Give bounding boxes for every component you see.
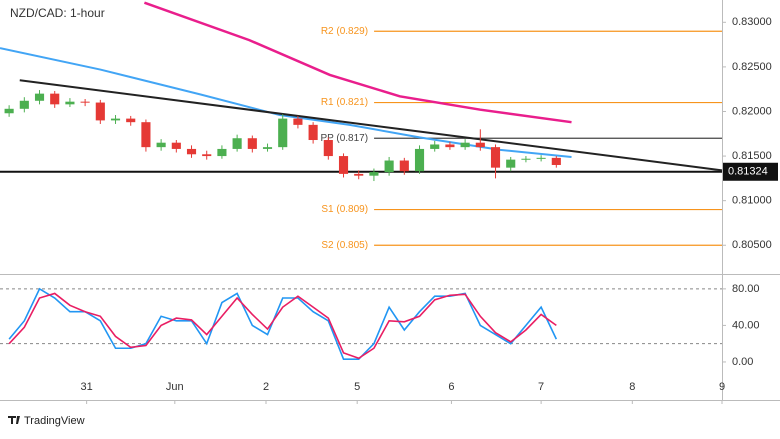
logo: TradingView	[8, 415, 85, 427]
candle-body	[414, 148, 425, 172]
candle-body	[369, 172, 379, 176]
x-tick-label: 31	[81, 381, 93, 393]
candle-body	[80, 101, 90, 103]
trendline	[19, 79, 723, 172]
x-tick-label: 9	[719, 381, 725, 393]
candle-body	[399, 160, 409, 172]
candle-body	[445, 144, 455, 148]
x-tick-label: 8	[629, 381, 635, 393]
pivot-label: S1 (0.809)	[321, 204, 368, 215]
candle-body	[506, 159, 516, 168]
candle-body	[293, 118, 303, 125]
y-tick-label: 80.00	[732, 283, 760, 295]
candle-body	[551, 157, 561, 165]
y-tick-label: 0.81000	[732, 195, 772, 207]
candle-body	[521, 158, 531, 160]
candle-body	[475, 142, 485, 148]
y-tick-label: 40.00	[732, 319, 760, 331]
pivot-label: PP (0.817)	[320, 133, 368, 144]
x-tick-label: 2	[263, 381, 269, 393]
x-tick-label: 6	[448, 381, 454, 393]
price-tag-label: 0.81324	[728, 166, 768, 178]
candle-body	[202, 154, 212, 157]
candle-body	[384, 160, 394, 173]
y-tick-label: 0.80500	[732, 239, 772, 251]
candle-body	[34, 93, 45, 101]
chart-title: NZD/CAD: 1-hour	[10, 6, 105, 20]
candle-body	[323, 140, 333, 157]
candle-body	[536, 157, 546, 159]
candle-body	[278, 118, 288, 148]
candle-body	[430, 144, 440, 149]
stochastic-line	[8, 292, 557, 360]
y-tick-label: 0.82500	[732, 61, 772, 73]
y-tick-label: 0.00	[732, 356, 753, 368]
moving-average	[0, 47, 572, 158]
candle-body	[19, 100, 29, 109]
candle-body	[262, 147, 273, 149]
candle-body	[460, 142, 470, 148]
candle-body	[4, 108, 14, 114]
y-tick-label: 0.82000	[732, 105, 772, 117]
candle-body	[186, 148, 197, 155]
stochastic-line	[8, 287, 558, 361]
candle-body	[354, 173, 364, 176]
pivot-label: R2 (0.829)	[321, 26, 368, 37]
candle-body	[50, 93, 60, 105]
candle-body	[126, 118, 136, 123]
candle-body	[490, 147, 501, 168]
candle-body	[338, 156, 349, 174]
x-tick-label: 7	[538, 381, 544, 393]
logo-icon	[8, 416, 20, 424]
candle-body	[141, 122, 151, 148]
candle-body	[95, 102, 105, 121]
moving-average	[143, 1, 572, 124]
candle-body	[247, 138, 257, 149]
x-tick-label: Jun	[166, 381, 184, 393]
candle-body	[156, 142, 166, 148]
pivot-label: S2 (0.805)	[321, 240, 368, 251]
plot: 0.83000 0.82500 0.82000 0.81500 0.81000 0.805…	[0, 1, 778, 404]
candle-body	[217, 148, 227, 157]
candle-body	[110, 118, 121, 121]
footer-brand: TradingView	[24, 415, 85, 427]
y-tick-label: 0.83000	[732, 16, 772, 28]
y-tick-label: 0.81500	[732, 150, 772, 162]
x-tick-label: 5	[354, 381, 360, 393]
candle-body	[308, 124, 318, 141]
candle-body	[232, 138, 242, 149]
candle-body	[171, 142, 181, 149]
pivot-label: R1 (0.821)	[321, 97, 368, 108]
candle-body	[65, 101, 75, 105]
price-tag	[723, 162, 778, 181]
